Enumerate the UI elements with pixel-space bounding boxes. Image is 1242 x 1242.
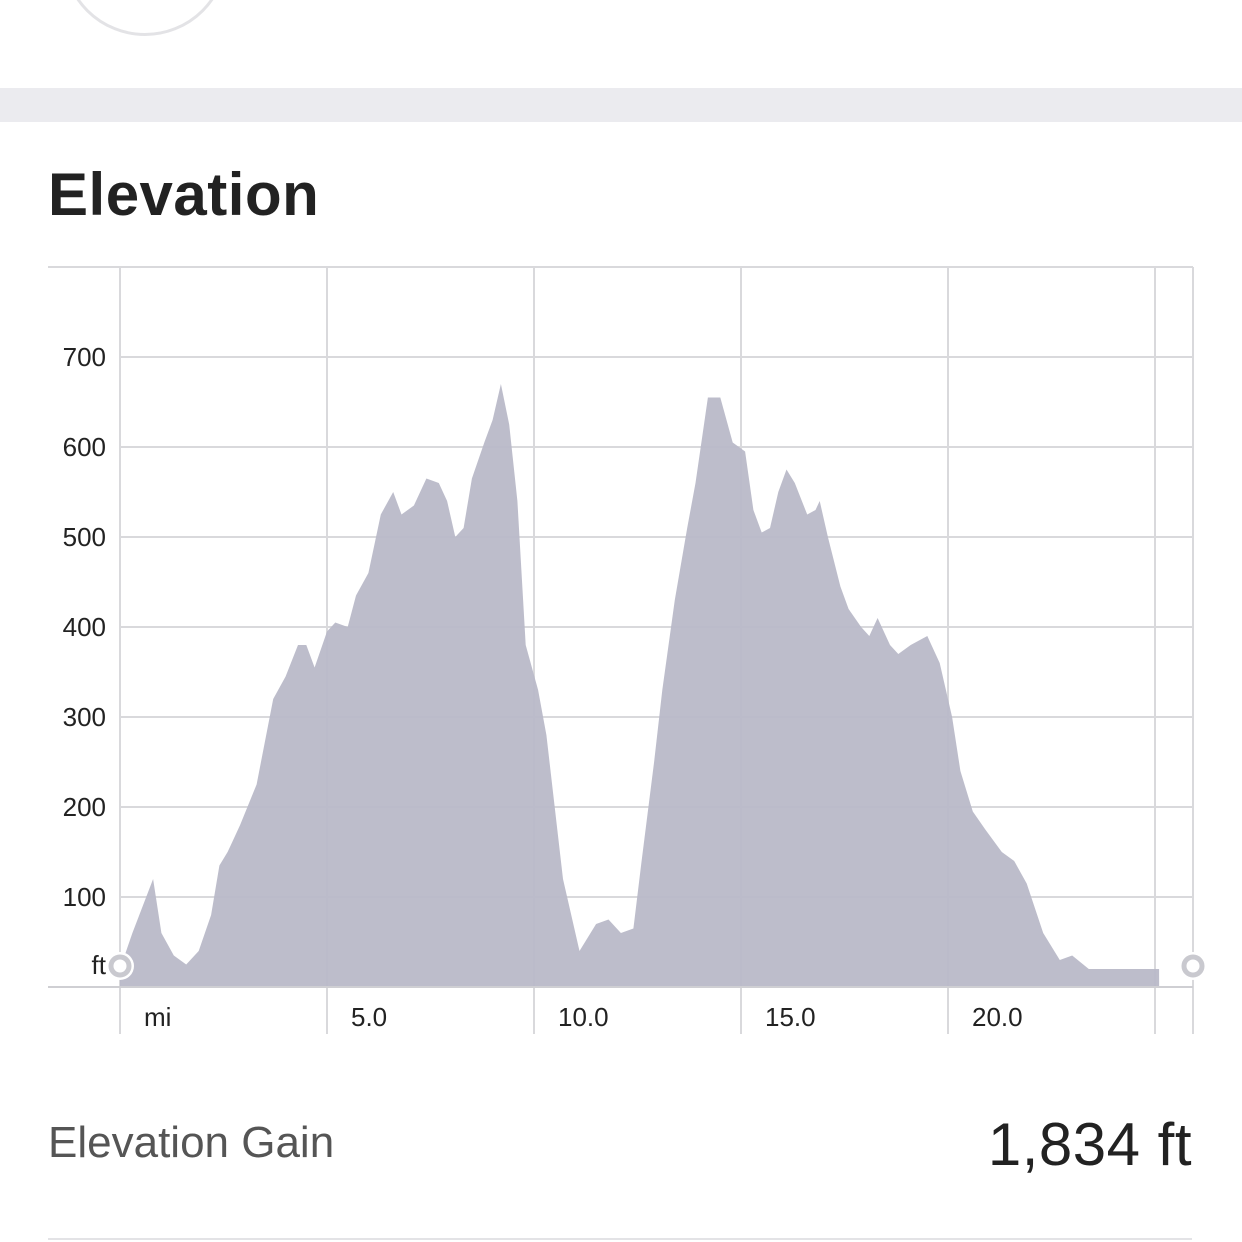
elevation-gain-label: Elevation Gain (48, 1118, 335, 1167)
tick-labels: 100 200 300 400 500 600 700 mi 5.0 10.0 15.0 20.0 ft (63, 342, 1023, 1032)
divider (48, 1238, 1192, 1240)
y-tick-label: 100 (63, 882, 106, 912)
y-unit-label: ft (92, 950, 107, 980)
elevation-area (120, 384, 1160, 987)
marker-ring (108, 954, 132, 978)
header-remnant (0, 0, 1242, 88)
elevation-gain-value: 1,834 ft (987, 1111, 1192, 1178)
marker-ring (1181, 954, 1205, 978)
elevation-chart[interactable]: 100 200 300 400 500 600 700 mi 5.0 10.0 15.0 20.0 ft (0, 250, 1242, 1050)
y-tick-label: 400 (63, 612, 106, 642)
y-tick-label: 200 (63, 792, 106, 822)
x-tick-label: 10.0 (558, 1002, 609, 1032)
y-tick-label: 300 (63, 702, 106, 732)
x-tick-label: 15.0 (765, 1002, 816, 1032)
y-tick-label: 500 (63, 522, 106, 552)
avatar[interactable] (62, 0, 228, 36)
x-tick-label: 20.0 (972, 1002, 1023, 1032)
y-tick-label: 700 (63, 342, 106, 372)
end-marker-icon[interactable] (1179, 952, 1207, 980)
y-tick-label: 600 (63, 432, 106, 462)
x-tick-label: mi (144, 1002, 171, 1032)
section-divider (0, 88, 1242, 122)
elevation-gain-row: Elevation Gain 1,834 ft (48, 1110, 1192, 1190)
x-tick-label: 5.0 (351, 1002, 387, 1032)
endpoint-markers[interactable] (106, 952, 1207, 980)
start-marker-icon[interactable] (106, 952, 134, 980)
section-title: Elevation (48, 161, 320, 228)
